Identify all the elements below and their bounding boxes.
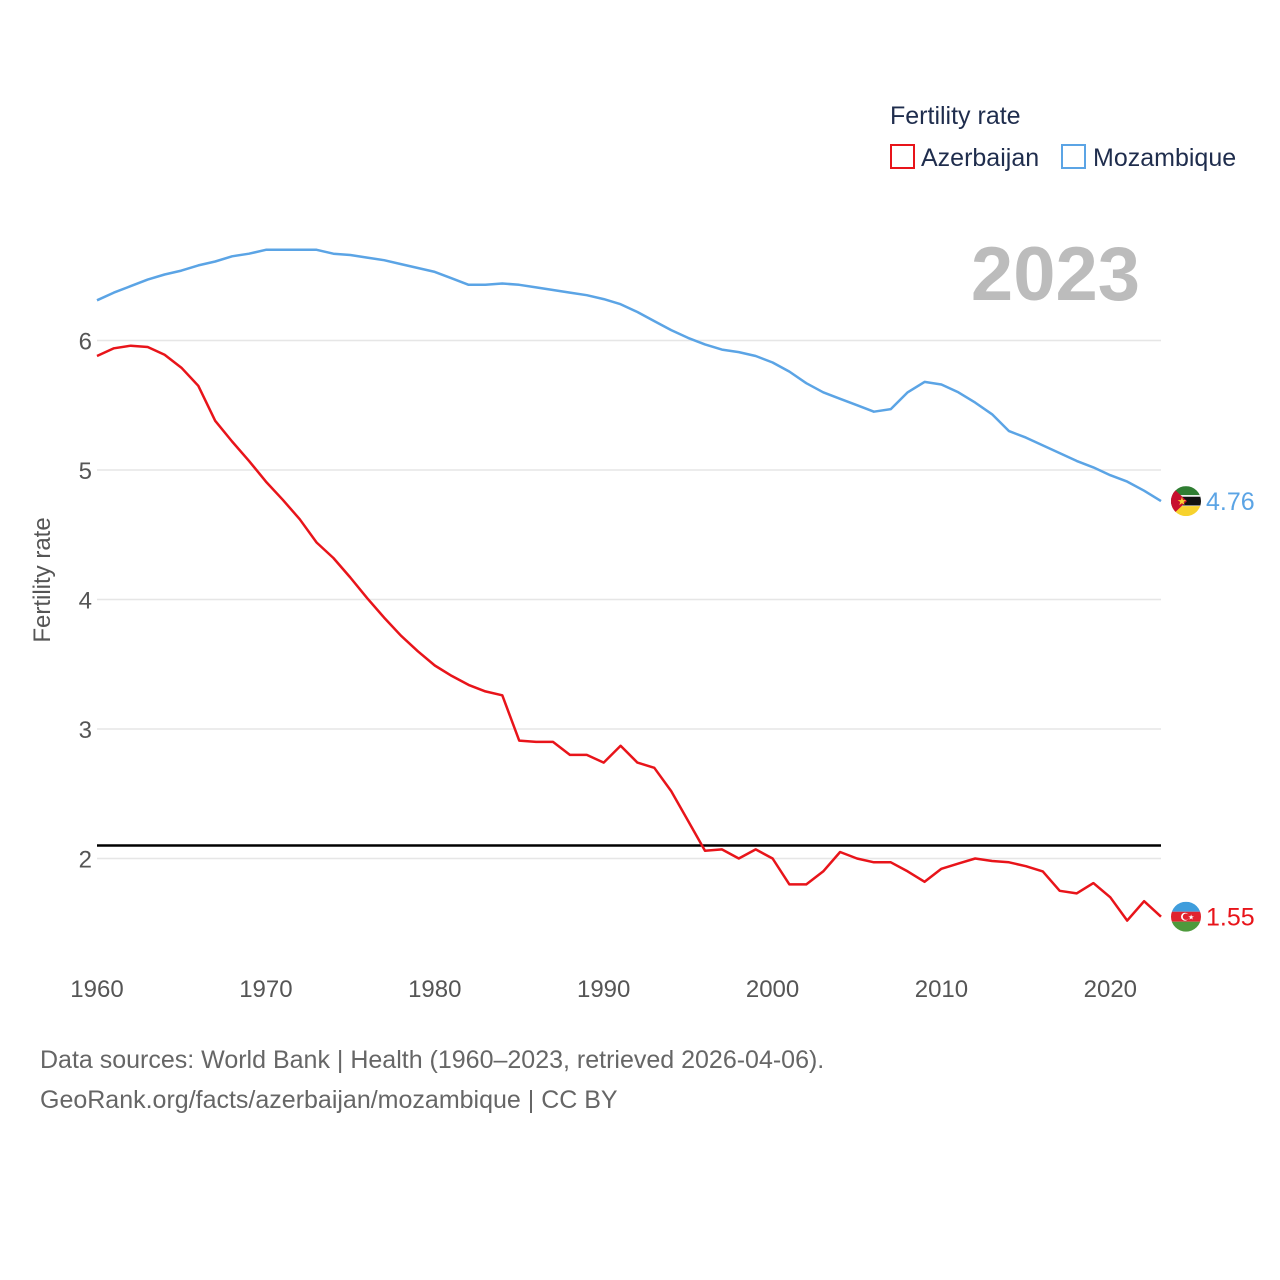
x-axis-ticks: 1960 1970 1980 1990 2000 2010 2020: [70, 976, 1137, 1003]
y-tick-label: 4: [79, 587, 92, 614]
y-axis-label: Fertility rate: [29, 517, 56, 642]
svg-text:★: ★: [1188, 914, 1194, 922]
legend-label-azerbaijan[interactable]: Azerbaijan: [921, 144, 1039, 172]
end-value-azerbaijan: 1.55: [1206, 904, 1255, 932]
y-tick-label: 6: [79, 328, 92, 355]
x-tick-label: 1960: [70, 976, 123, 1003]
end-value-mozambique: 4.76: [1206, 488, 1255, 516]
y-axis-ticks: 2 3 4 5 6: [79, 328, 92, 873]
legend-title: Fertility rate: [890, 102, 1021, 130]
legend-label-mozambique[interactable]: Mozambique: [1093, 144, 1236, 172]
series-line-mozambique: [96, 248, 1162, 503]
y-tick-label: 3: [79, 717, 92, 744]
azerbaijan-flag-icon: ★: [1171, 901, 1201, 932]
x-tick-label: 1980: [408, 976, 461, 1003]
y-tick-label: 5: [79, 458, 92, 485]
x-tick-label: 2020: [1084, 976, 1137, 1003]
mozambique-flag-icon: ★: [1171, 486, 1201, 517]
x-tick-label: 2000: [746, 976, 799, 1003]
y-tick-label: 2: [79, 846, 92, 873]
x-tick-label: 2010: [915, 976, 968, 1003]
gridlines: [97, 339, 1161, 860]
legend-swatch-mozambique[interactable]: [1061, 144, 1086, 169]
legend-swatch-azerbaijan[interactable]: [890, 144, 915, 169]
year-indicator: 2023: [971, 232, 1140, 317]
series-line-azerbaijan: [96, 344, 1162, 922]
source-line-1: Data sources: World Bank | Health (1960–…: [40, 1046, 825, 1074]
legend: Fertility rate Azerbaijan Mozambique: [890, 102, 1236, 172]
x-tick-label: 1990: [577, 976, 630, 1003]
svg-text:★: ★: [1177, 495, 1187, 508]
source-line-2[interactable]: GeoRank.org/facts/azerbaijan/mozambique …: [40, 1086, 618, 1114]
x-tick-label: 1970: [239, 976, 292, 1003]
